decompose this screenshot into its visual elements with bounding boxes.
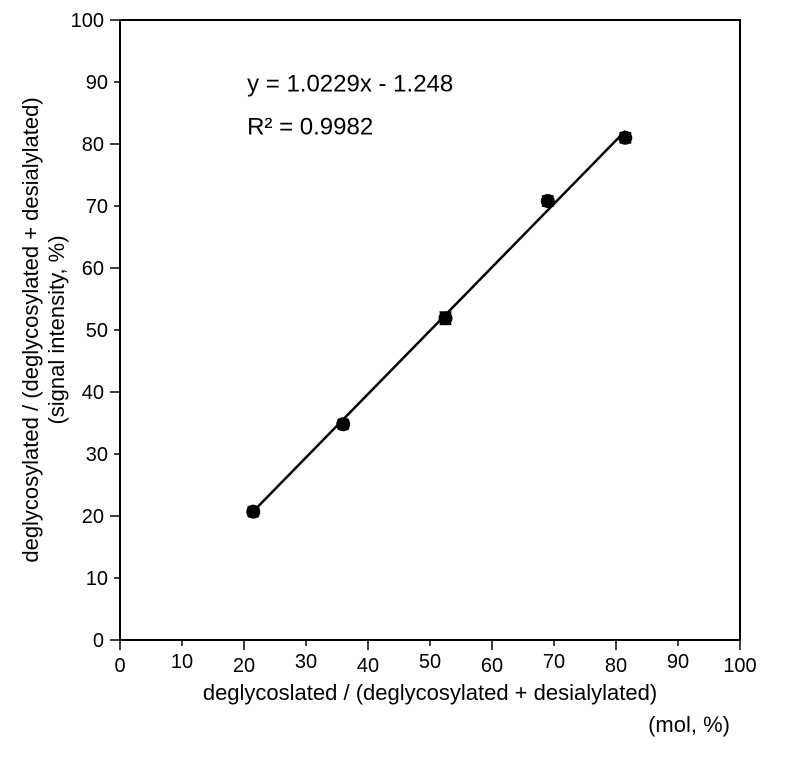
x-tick-label: 0 [114, 655, 125, 677]
x-tick-label: 70 [543, 651, 565, 673]
x-tick-label: 80 [605, 655, 627, 677]
y-tick-label: 50 [86, 320, 108, 342]
data-point [247, 505, 260, 518]
y-axis-label-2: (signal intensity, %) [44, 235, 69, 424]
x-axis-label-2: (mol, %) [648, 712, 730, 737]
x-tick-label: 20 [233, 655, 255, 677]
data-point [439, 312, 452, 325]
x-tick-label: 40 [357, 655, 379, 677]
x-tick-label: 50 [419, 651, 441, 673]
y-axis-label: deglycosylated / (deglycosylated + desia… [18, 97, 43, 562]
data-point [541, 195, 554, 208]
y-tick-label: 90 [86, 72, 108, 94]
y-tick-label: 40 [82, 382, 104, 404]
y-tick-label: 0 [93, 630, 104, 652]
y-tick-label: 20 [82, 506, 104, 528]
y-tick-label: 100 [71, 10, 104, 32]
x-axis-label: deglycoslated / (deglycosylated + desial… [203, 680, 657, 705]
equation-annotation: y = 1.0229x - 1.248 [247, 70, 453, 97]
x-tick-label: 100 [723, 655, 756, 677]
x-tick-label: 10 [171, 651, 193, 673]
data-point [337, 418, 350, 431]
data-point [619, 131, 632, 144]
y-tick-label: 80 [82, 134, 104, 156]
x-tick-label: 30 [295, 651, 317, 673]
x-tick-label: 90 [667, 651, 689, 673]
chart-container: 0 10 20 30 40 50 60 70 80 90 100 0 10 20 30 40 50 60 70 80 9… [0, 0, 791, 770]
y-tick-label: 70 [86, 196, 108, 218]
r2-annotation: R² = 0.9982 [247, 114, 373, 141]
scatter-chart: 0 10 20 30 40 50 60 70 80 90 100 0 10 20 30 40 50 60 70 80 9… [0, 0, 791, 770]
y-tick-label: 60 [82, 258, 104, 280]
x-tick-label: 60 [481, 655, 503, 677]
y-tick-label: 30 [86, 444, 108, 466]
y-tick-label: 10 [86, 568, 108, 590]
